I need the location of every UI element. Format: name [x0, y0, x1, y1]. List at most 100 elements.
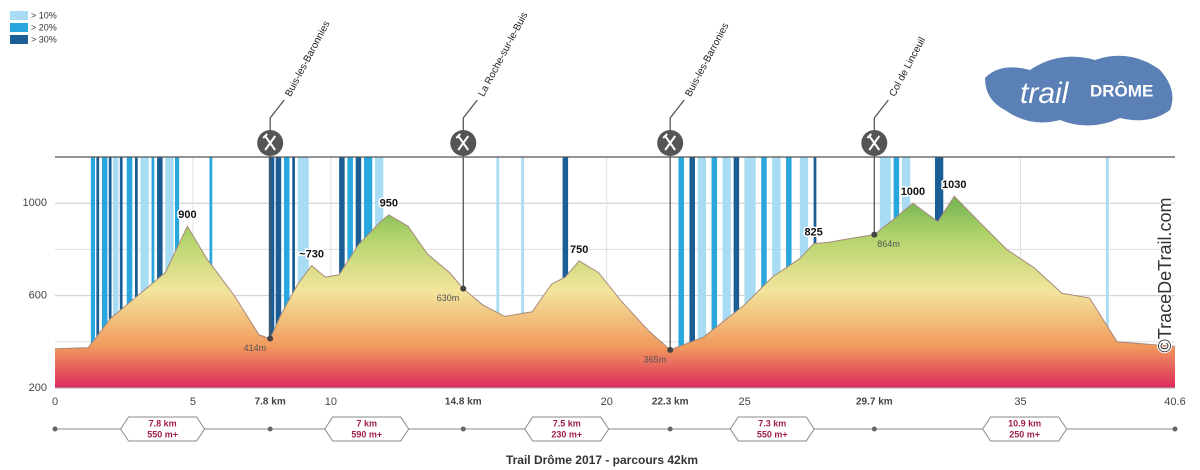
legend-swatch: [10, 23, 28, 32]
steep-section: [761, 157, 767, 388]
segment-climb: 550 m+: [147, 429, 178, 439]
chart-title: Trail Drôme 2017 - parcours 42km: [506, 453, 698, 467]
steep-section: [678, 157, 684, 388]
legend-label: > 10%: [31, 10, 57, 20]
segment-distance: 7 km: [356, 418, 377, 428]
steep-section: [689, 157, 695, 388]
station-name: Buis-les-Barronies: [683, 21, 731, 98]
segment-distance: 10.9 km: [1008, 418, 1041, 428]
station-icon-cutlery: [662, 133, 676, 151]
steep-section: [722, 157, 731, 388]
steep-section: [562, 157, 569, 388]
segment-dot: [267, 426, 273, 432]
steep-section: [733, 157, 740, 388]
station-name: Buis-les-Baronnies: [283, 19, 332, 98]
steep-section: [140, 157, 149, 388]
peak-label: 900: [178, 209, 196, 221]
segment-climb: 250 m+: [1009, 429, 1040, 439]
legend-swatch: [10, 11, 28, 20]
peak-label: 1030: [942, 179, 966, 191]
steep-section: [108, 157, 112, 388]
station-point: [460, 285, 467, 292]
x-tick-label: 10: [325, 396, 337, 408]
station-point: [667, 346, 674, 353]
steep-section: [283, 157, 290, 388]
peak-label: 750: [570, 244, 588, 256]
station-elevation: 864m: [877, 239, 900, 249]
x-tick-label: 29.7 km: [856, 397, 893, 408]
legend-label: > 20%: [31, 22, 57, 32]
y-tick-label: 200: [29, 382, 47, 394]
logo-text: trail: [1020, 77, 1070, 110]
segment-box: [119, 416, 206, 442]
elevation-line: [54, 195, 1176, 351]
peak-label: 1000: [901, 186, 925, 198]
segment-box: [729, 416, 815, 442]
logo: trail DRÔME: [985, 55, 1173, 126]
x-tick-label: 25: [739, 396, 751, 408]
station-point: [267, 335, 274, 342]
steep-section: [268, 157, 275, 388]
station-elevation: 630m: [437, 293, 460, 303]
segment-distance: 7.5 km: [553, 418, 581, 428]
y-tick-label: 600: [29, 290, 47, 302]
segment-distance: 7.3 km: [758, 418, 786, 428]
steep-section: [157, 157, 163, 388]
legend-label: > 30%: [31, 34, 57, 44]
steep-section: [772, 157, 781, 388]
peak-label: 825: [804, 227, 822, 239]
steep-section: [126, 157, 133, 388]
station-icon-cutlery: [262, 133, 276, 151]
steep-section: [521, 157, 524, 388]
steep-section: [744, 157, 756, 388]
station-elevation: 365m: [644, 354, 667, 364]
segment-box: [982, 416, 1068, 442]
steep-section: [697, 157, 707, 388]
elevation-area: [55, 196, 1175, 388]
steep-section: [292, 157, 295, 388]
y-tick-label: 1000: [23, 197, 47, 209]
steep-section: [119, 157, 123, 388]
steep-section: [96, 157, 100, 388]
x-tick-label: 7.8 km: [255, 397, 286, 408]
segment-distance: 7.8 km: [149, 418, 177, 428]
station-name: Col de Linceuil: [888, 36, 929, 99]
steep-section: [151, 157, 155, 388]
watermark: ©TraceDeTrail.com: [1155, 198, 1175, 353]
steep-section: [112, 157, 119, 388]
steep-section: [496, 157, 500, 388]
steep-section: [711, 157, 718, 388]
station-icon-cutlery: [455, 133, 470, 151]
steep-section: [90, 157, 95, 388]
logo-text: DRÔME: [1090, 81, 1153, 100]
station-point: [871, 231, 878, 238]
segment-climb: 590 m+: [351, 429, 382, 439]
steep-section: [297, 157, 309, 388]
segment-climb: 230 m+: [551, 429, 582, 439]
steep-section: [135, 157, 138, 388]
peak-label: ~730: [299, 248, 324, 260]
station-elevation: 414m: [244, 343, 267, 353]
x-tick-label: 5: [190, 396, 196, 408]
x-tick-label: 14.8 km: [445, 397, 482, 408]
station-icon-cutlery: [866, 133, 881, 151]
segment-dot: [667, 426, 673, 432]
x-tick-label: 35: [1014, 396, 1026, 408]
steep-section: [101, 157, 108, 388]
segment-dot: [460, 426, 466, 432]
segment-box: [524, 416, 610, 442]
segment-climb: 550 m+: [757, 429, 788, 439]
segment-dot: [1172, 426, 1178, 432]
steep-section: [1106, 157, 1109, 388]
x-tick-label: 22.3 km: [652, 397, 689, 408]
segment-dot: [871, 426, 877, 432]
steep-section: [275, 157, 282, 388]
peak-label: 950: [380, 198, 398, 210]
x-tick-label: 40.6: [1164, 396, 1185, 408]
logo-shape: [985, 55, 1173, 126]
segment-dot: [52, 426, 58, 432]
x-tick-label: 0: [52, 396, 58, 408]
legend-swatch: [10, 35, 28, 44]
x-tick-label: 20: [601, 396, 613, 408]
